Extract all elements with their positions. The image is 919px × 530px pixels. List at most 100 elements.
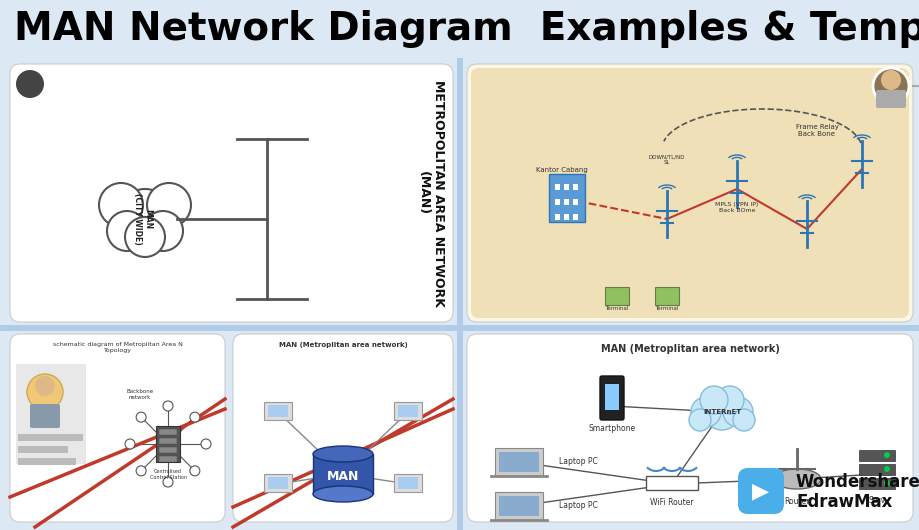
Bar	[495, 492, 543, 520]
Bar	[549, 174, 585, 222]
Bar	[499, 452, 539, 472]
Bar	[555, 214, 560, 220]
Text: Terminal: Terminal	[655, 306, 679, 311]
FancyBboxPatch shape	[233, 334, 453, 522]
Text: Serv: Serv	[868, 496, 886, 505]
Bar	[573, 199, 578, 205]
Circle shape	[163, 477, 173, 487]
Circle shape	[716, 386, 744, 414]
Text: EdrawMax: EdrawMax	[796, 493, 892, 511]
Bar	[18, 458, 76, 465]
FancyBboxPatch shape	[467, 64, 913, 322]
Bar	[394, 402, 422, 420]
Text: Laptop PC: Laptop PC	[559, 501, 597, 510]
Bar	[18, 446, 68, 453]
Text: MAN: MAN	[327, 470, 359, 482]
Text: MPLS (VPN IP)
Back BOme: MPLS (VPN IP) Back BOme	[715, 202, 758, 213]
Text: DOWN/TL/ND
SL: DOWN/TL/ND SL	[649, 154, 686, 165]
Text: Centralised
Control Station: Centralised Control Station	[150, 469, 187, 480]
FancyBboxPatch shape	[467, 334, 913, 522]
Ellipse shape	[313, 486, 373, 502]
Text: Frame Relay
Back Bone: Frame Relay Back Bone	[796, 124, 838, 137]
Text: Terminal: Terminal	[606, 306, 629, 311]
Bar	[16, 364, 86, 464]
Circle shape	[115, 189, 175, 249]
Text: Backbone
network: Backbone network	[127, 389, 153, 400]
Bar	[859, 450, 895, 461]
Circle shape	[190, 466, 199, 476]
Circle shape	[16, 70, 44, 98]
Text: Wondershare: Wondershare	[796, 473, 919, 491]
Bar	[0, 325, 919, 331]
Circle shape	[884, 480, 890, 486]
Text: Smartphone: Smartphone	[588, 424, 636, 433]
Circle shape	[143, 211, 183, 251]
Bar	[313, 454, 373, 494]
Bar	[156, 426, 180, 462]
Circle shape	[723, 397, 753, 427]
Circle shape	[733, 409, 755, 431]
Circle shape	[35, 376, 55, 396]
Circle shape	[125, 217, 165, 257]
Circle shape	[125, 439, 135, 449]
FancyBboxPatch shape	[876, 90, 906, 108]
Circle shape	[691, 397, 721, 427]
FancyBboxPatch shape	[30, 404, 60, 428]
Bar	[398, 477, 418, 489]
Bar	[268, 405, 288, 417]
Text: METROPOLITAN AREA NETWORK
(MAN): METROPOLITAN AREA NETWORK (MAN)	[417, 80, 445, 306]
Text: Kantor Cabang: Kantor Cabang	[536, 167, 588, 173]
Ellipse shape	[313, 446, 373, 462]
Bar	[268, 477, 288, 489]
FancyBboxPatch shape	[738, 468, 784, 514]
Bar	[859, 464, 895, 475]
Bar	[159, 429, 177, 435]
Circle shape	[884, 466, 890, 472]
Text: MAN
(CITY WIDE): MAN (CITY WIDE)	[133, 193, 153, 245]
FancyBboxPatch shape	[10, 64, 453, 322]
Circle shape	[190, 412, 199, 422]
Bar	[159, 438, 177, 444]
Bar	[18, 434, 83, 441]
Circle shape	[147, 183, 191, 227]
Circle shape	[136, 412, 146, 422]
Circle shape	[136, 466, 146, 476]
Bar	[394, 474, 422, 492]
Bar	[646, 476, 698, 490]
Circle shape	[163, 401, 173, 411]
Bar	[457, 58, 463, 530]
Circle shape	[99, 183, 143, 227]
Bar	[398, 405, 418, 417]
Circle shape	[704, 394, 740, 430]
Bar	[564, 184, 569, 190]
Bar	[564, 214, 569, 220]
Bar	[605, 384, 619, 410]
FancyBboxPatch shape	[10, 334, 225, 522]
Bar	[655, 287, 679, 305]
Ellipse shape	[773, 469, 821, 489]
Bar	[499, 496, 539, 516]
Circle shape	[107, 211, 147, 251]
Bar	[859, 478, 895, 489]
Text: MAN (Metroplitan area network): MAN (Metroplitan area network)	[600, 344, 779, 354]
Circle shape	[884, 452, 890, 458]
Bar	[573, 214, 578, 220]
Text: schematic diagram of Metroplitan Area N
Topology: schematic diagram of Metroplitan Area N …	[52, 342, 183, 353]
Bar	[159, 456, 177, 462]
Text: MAN (Metroplitan area network): MAN (Metroplitan area network)	[278, 342, 407, 348]
FancyBboxPatch shape	[600, 376, 624, 420]
Text: Laptop PC: Laptop PC	[559, 457, 597, 466]
Text: MAN Network Diagram  Examples & Templates: MAN Network Diagram Examples & Templates	[14, 10, 919, 48]
Bar	[264, 474, 292, 492]
Bar	[564, 199, 569, 205]
Bar	[264, 402, 292, 420]
Bar	[555, 199, 560, 205]
Circle shape	[873, 68, 909, 104]
Text: INTERnET: INTERnET	[703, 409, 741, 415]
Bar	[159, 447, 177, 453]
Bar	[573, 184, 578, 190]
Bar	[605, 287, 629, 305]
Circle shape	[201, 439, 211, 449]
Circle shape	[700, 386, 728, 414]
Circle shape	[689, 409, 711, 431]
